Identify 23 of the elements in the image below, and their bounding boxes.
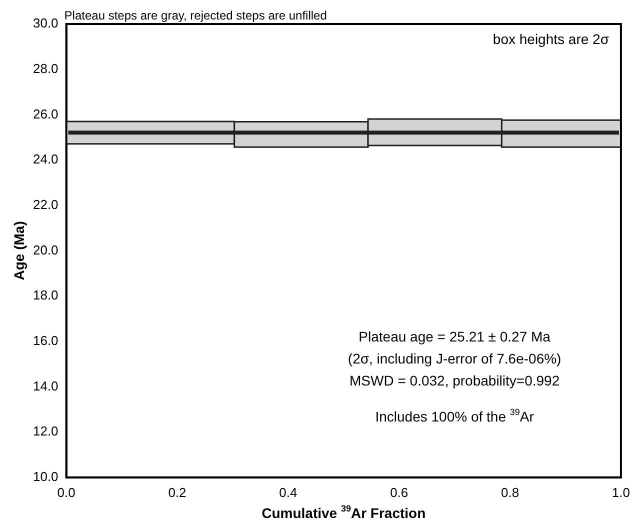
x-tick-label: 1.0 (612, 484, 630, 500)
y-tick-label: 16.0 (32, 332, 58, 348)
y-axis-title: Age (Ma) (10, 221, 27, 280)
y-tick-label: 24.0 (32, 152, 58, 167)
y-tick-label: 28.0 (32, 60, 58, 76)
x-tick-label: 0.6 (390, 484, 408, 500)
y-tick-label: 10.0 (32, 468, 58, 484)
y-tick-label: 26.0 (32, 106, 58, 122)
x-tick-label: 0.8 (500, 484, 520, 500)
chart-title: Plateau steps are gray, rejected steps are unfilled (64, 8, 327, 22)
annotation: MSWD = 0.032, probability=0.992 (350, 372, 560, 388)
x-tick-label: 0.4 (279, 484, 298, 500)
x-tick-label: 0.0 (57, 484, 76, 500)
y-tick-label: 12.0 (32, 424, 58, 439)
y-tick-label: 22.0 (32, 196, 58, 212)
y-tick-label: 30.0 (32, 16, 58, 31)
y-tick-label: 20.0 (32, 242, 58, 258)
x-tick-label: 0.2 (168, 484, 186, 500)
y-tick-label: 14.0 (32, 378, 58, 394)
y-tick-label: 18.0 (32, 288, 58, 303)
annotation: (2σ, including J-error of 7.6e-06%) (348, 350, 562, 366)
annotation: Plateau age = 25.21 ± 0.27 Ma (358, 328, 551, 344)
annotation: box heights are 2σ (492, 30, 610, 47)
